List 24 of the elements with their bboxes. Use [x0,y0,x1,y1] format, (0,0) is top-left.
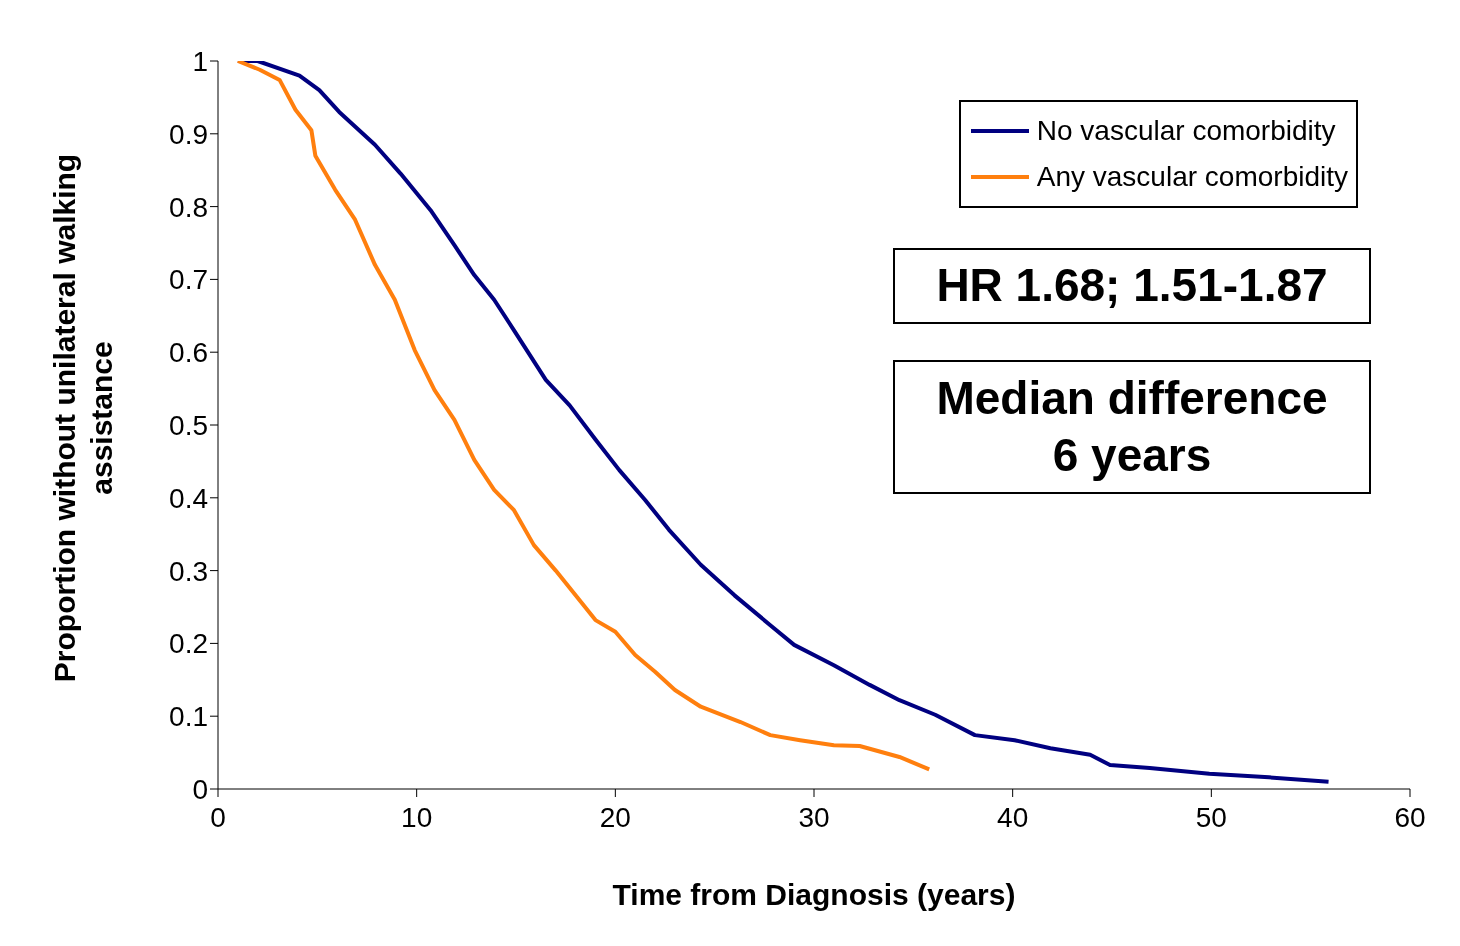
y-tick-label: 0.4 [169,482,208,514]
x-tick-label: 20 [599,801,631,833]
x-tick-label: 30 [798,801,830,833]
y-tick-label: 0.1 [169,701,208,733]
x-tick-label: 10 [401,801,433,833]
y-tick-label: 0.6 [169,337,208,369]
line-series [235,61,932,772]
y-tick-label: 0.2 [169,628,208,660]
x-tick-label: 40 [997,801,1029,833]
x-tick-label: 50 [1195,801,1227,833]
annotation: Median difference 6 years [936,370,1328,483]
y-axis-title: Proportion without unilateral walking assistance [46,152,119,685]
y-tick-label: 0.3 [169,555,208,587]
y-tick-label: 0 [192,773,208,805]
y-tick-label: 0.7 [169,264,208,296]
x-tick-label: 60 [1394,801,1426,833]
annotation: HR 1.68; 1.51-1.87 [936,258,1328,314]
legend-label: No vascular comorbidity [1036,115,1336,147]
legend-label: Any vascular comorbidity [1036,161,1348,193]
y-tick-label: 0.5 [169,409,208,441]
y-tick-label: 0.8 [169,191,208,223]
x-axis-title: Time from Diagnosis (years) [611,878,1017,912]
y-tick-label: 0.9 [169,118,208,150]
y-tick-label: 1 [192,45,208,77]
